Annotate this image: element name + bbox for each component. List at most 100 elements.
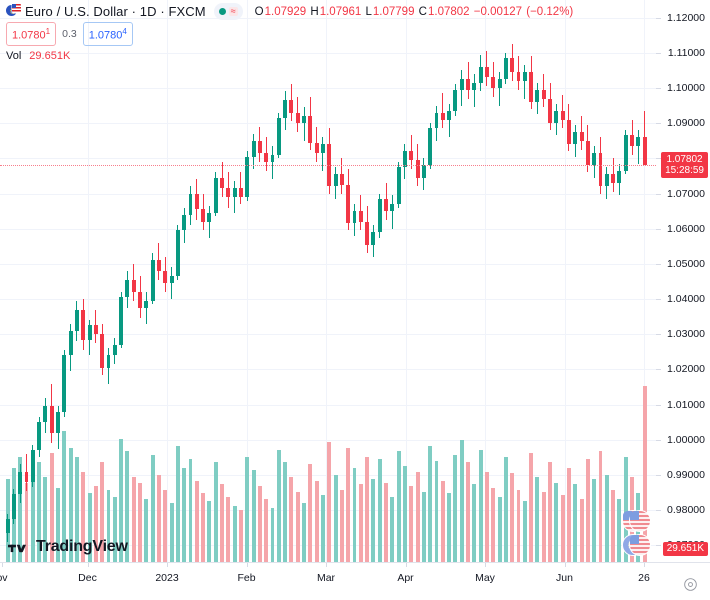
candle-body [636,137,641,147]
volume-bar [535,477,540,563]
volume-bar [74,456,79,563]
candle-body [434,112,439,129]
price-axis[interactable]: 1.120001.110001.100001.090001.080001.070… [656,0,710,563]
candle-body [371,232,376,245]
volume-bar [188,458,193,563]
candle-body [226,188,231,198]
current-price-line [0,165,656,167]
volume-bar [302,502,306,563]
candle-body [302,116,306,124]
candle-body [131,279,136,293]
candle-wick [442,93,444,129]
candle-body [106,355,111,368]
volume-bar [207,500,212,563]
volume-bar [604,475,609,563]
volume-bar [201,493,206,563]
candle-body [358,211,363,222]
candle-body [598,153,603,187]
candle-body [238,188,243,198]
spread-value: 0.3 [62,28,77,40]
volume-bar [276,449,281,563]
volume-bar [339,489,344,563]
current-price-badge[interactable]: 1.07802 15:28:59 [661,152,708,179]
candle-body [484,66,489,78]
candle-wick [473,73,475,108]
candle-body [194,193,199,210]
candle-body [169,276,174,284]
candle-body [554,110,559,124]
candle-body [251,140,256,157]
series-visibility-toggle[interactable]: ≈ [213,3,243,20]
candle-body [276,117,281,155]
candle-body [81,309,86,340]
volume-bar [573,484,578,563]
candle-body [30,450,35,483]
volume-bar [503,456,508,563]
candle-body [270,154,275,162]
tradingview-logo-icon [8,544,27,552]
price-axis-label: 1.12000 [667,11,705,24]
gridline [87,0,89,563]
volume-bar [617,498,622,563]
bid-price-button[interactable]: 1.07801 [6,22,57,46]
candle-body [68,330,73,356]
volume-bar [251,469,256,563]
candle-body [535,89,540,103]
candle-body [119,297,124,345]
volume-bar [642,385,647,563]
candle-body [604,174,609,187]
volume-bar [220,484,224,563]
candle-body [144,300,149,308]
price-axis-label: 0.98000 [667,504,705,517]
price-axis-label: 1.11000 [667,46,705,59]
gear-icon[interactable] [683,577,698,592]
price-tick [656,404,661,406]
low-value: 1.07799 [372,5,415,18]
candle-body [503,58,508,80]
volume-badge[interactable]: 29.651K [662,542,708,556]
volume-bar [516,489,521,563]
volume-label[interactable]: Vol [6,50,22,62]
volume-bar [56,487,60,563]
ask-price-button[interactable]: 1.07804 [82,22,133,46]
wave-icon[interactable]: ≈ [228,6,238,16]
volume-bar [396,451,401,563]
candle-body [346,184,351,224]
legend-title-row: Euro / U.S. Dollar · 1D · FXCM ≈ O1.0792… [6,3,574,20]
volume-bar [346,447,351,563]
candle-body [592,153,597,166]
volume-bar [333,475,338,563]
price-axis-label: 0.99000 [667,469,705,482]
volume-bar [415,471,420,563]
time-tick [326,563,327,567]
visibility-dot-icon[interactable] [218,8,226,15]
candle-body [560,110,565,120]
candle-body [308,116,313,143]
price-axis-label: 1.06000 [667,222,705,235]
time-axis-label: Apr [397,572,414,584]
volume-bar [484,471,489,563]
gridline [564,0,566,563]
price-tick [656,17,661,19]
volume-bar [245,456,250,563]
candle-wick [303,107,305,141]
legend-volume-row: Vol 29.651K [6,49,574,63]
candle-wick [644,110,646,143]
candle-body [333,174,338,187]
time-axis[interactable]: ov Dec 2023 Feb Mar Apr May Jun 26 [0,562,710,600]
price-axis-label: 1.07000 [667,187,705,200]
high-label: H [310,5,319,18]
change-absolute: −0.00127 [473,5,523,18]
volume-bar [402,466,407,563]
candle-body [5,519,10,534]
symbol-title[interactable]: Euro / U.S. Dollar · 1D · FXCM [25,4,206,19]
price-tick [656,52,661,54]
candle-wick [524,65,526,99]
volume-bar [175,445,180,563]
price-tick [656,545,661,547]
volume-bar [541,491,546,563]
gridline [246,0,248,563]
volume-bar [554,482,559,563]
volume-bar [150,455,155,563]
chart-plot-area[interactable] [0,0,656,563]
